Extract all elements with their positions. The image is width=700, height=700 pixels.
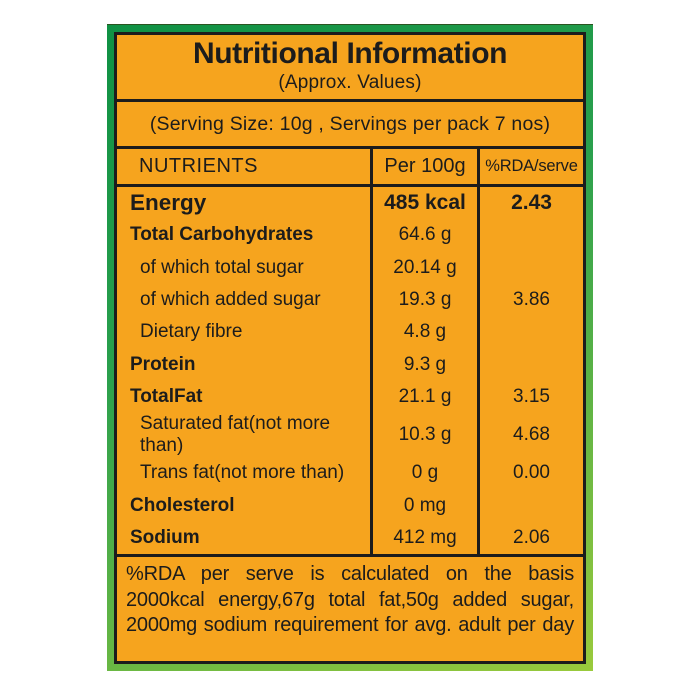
nutrient-row: Trans fat(not more than) 0 g 0.00	[117, 457, 583, 490]
footnote-line: 2000mg sodium requirement for avg. adult…	[126, 614, 574, 636]
nutrient-rda-value: 2.06	[513, 526, 550, 548]
nutrient-rda-value: 2.43	[511, 191, 552, 215]
nutrient-per100: 9.3 g	[373, 348, 480, 381]
column-header-rda: %RDA/serve	[485, 157, 578, 175]
nutrient-name: Cholesterol	[117, 489, 373, 522]
nutrient-name: Energy	[117, 187, 373, 220]
nutrient-per100: 10.3 g	[373, 413, 480, 458]
nutrient-name: Protein	[117, 348, 373, 381]
nutrient-per100: 64.6 g	[373, 219, 480, 252]
label-frame: Nutritional Information (Approx. Values)…	[107, 25, 593, 671]
title-section: Nutritional Information (Approx. Values)	[117, 35, 583, 102]
column-header-per100: Per 100g	[373, 149, 480, 184]
column-header-nutrients: NUTRIENTS	[117, 149, 373, 184]
nutrient-name: TotalFat	[117, 380, 373, 414]
nutrient-name: Saturated fat(not more than)	[117, 413, 373, 458]
table-header: NUTRIENTS Per 100g %RDA/serve	[117, 149, 583, 187]
nutrient-row: Dietary fibre 4.8 g	[117, 316, 583, 349]
nutrient-per100: 19.3 g	[373, 283, 480, 317]
footnote-line: %RDA per serve is calculated on the basi…	[126, 563, 574, 585]
nutrient-per100: 21.1 g	[373, 380, 480, 414]
label-subtitle: (Approx. Values)	[278, 72, 422, 93]
nutrient-rda-value: 4.68	[513, 424, 550, 446]
nutrient-rda-value: 3.15	[513, 385, 550, 407]
nutrient-row: Cholesterol 0 mg	[117, 489, 583, 522]
nutrient-name: Dietary fibre	[117, 316, 373, 349]
nutrient-per100: 4.8 g	[373, 316, 480, 349]
nutrient-per100: 412 mg	[373, 521, 480, 554]
nutrient-per100: 0 mg	[373, 489, 480, 522]
nutrient-rda-value	[480, 489, 583, 521]
serving-info: (Serving Size: 10g , Servings per pack 7…	[117, 102, 583, 149]
nutrient-row: Sodium 412 mg 2.06	[117, 521, 583, 554]
nutrient-row: Energy 485 kcal 2.43	[117, 187, 583, 220]
nutrient-row: TotalFat 21.1 g 3.15	[117, 380, 583, 414]
nutrient-per100: 485 kcal	[373, 187, 480, 220]
nutrient-row: Protein 9.3 g	[117, 348, 583, 381]
nutrient-per100: 0 g	[373, 457, 480, 490]
nutrient-name: of which added sugar	[117, 283, 373, 317]
nutrient-rda-value: 3.86	[513, 289, 550, 311]
nutrient-row: Saturated fat(not more than) 10.3 g 4.68	[117, 413, 583, 458]
footnote: %RDA per serve is calculated on the basi…	[117, 554, 583, 661]
nutrient-name: of which total sugar	[117, 251, 373, 284]
nutrient-rda-value	[480, 348, 583, 380]
label-title: Nutritional Information	[192, 37, 508, 70]
nutrient-row: Total Carbohydrates 64.6 g	[117, 219, 583, 252]
nutrient-row: of which total sugar 20.14 g	[117, 251, 583, 284]
footnote-line: 2000kcal energy,67g total fat,50g added …	[126, 588, 574, 611]
nutrient-row: of which added sugar 19.3 g 3.86	[117, 283, 583, 317]
nutrient-name: Sodium	[117, 521, 373, 554]
nutrient-rda-value	[480, 316, 583, 348]
nutrition-label: Nutritional Information (Approx. Values)…	[114, 32, 586, 664]
nutrient-name: Trans fat(not more than)	[117, 457, 373, 490]
nutrient-rda-value	[480, 219, 583, 251]
nutrient-rows: Energy 485 kcal 2.43 Total Carbohydrates…	[117, 187, 583, 554]
serving-info-text: (Serving Size: 10g , Servings per pack 7…	[149, 112, 551, 135]
nutrient-rda-value: 0.00	[513, 462, 550, 484]
nutrient-rda-value	[480, 252, 583, 284]
nutrient-per100: 20.14 g	[373, 251, 480, 284]
nutrient-name: Total Carbohydrates	[117, 219, 373, 252]
